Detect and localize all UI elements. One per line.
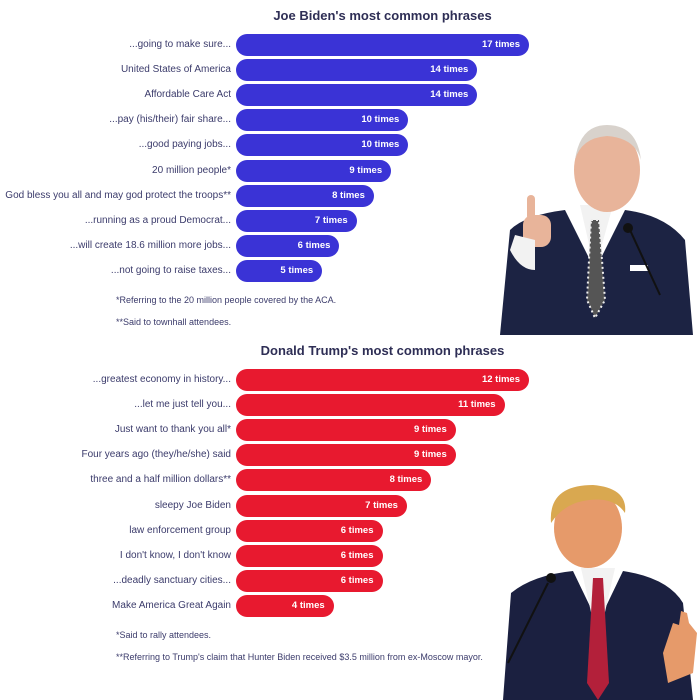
category-label: ...good paying jobs... — [138, 139, 231, 151]
footnote: *Said to rally attendees. — [116, 630, 212, 640]
bar-row: ...pay (his/their) fair share... 10 times — [0, 109, 540, 132]
bar: 7 times — [236, 494, 407, 517]
bar-row: I don't know, I don't know 6 times — [0, 544, 540, 567]
bar-row: ...will create 18.6 million more jobs...… — [0, 234, 540, 257]
category-label: three and a half million dollars** — [90, 474, 231, 486]
value-label: 10 times — [361, 139, 400, 151]
value-label: 9 times — [414, 449, 447, 461]
category-label: Affordable Care Act — [144, 89, 231, 101]
value-label: 14 times — [430, 89, 469, 101]
bar: 7 times — [236, 209, 357, 232]
bar-row: Just want to thank you all* 9 times — [0, 419, 540, 442]
value-label: 7 times — [314, 214, 348, 226]
bar-row: three and a half million dollars** 8 time… — [0, 469, 540, 492]
category-label: Four years ago (they/he/she) said — [81, 449, 231, 461]
category-label: ...greatest economy in history... — [92, 374, 231, 385]
value-label: 9 times — [349, 164, 383, 176]
category-label: ...going to make sure... — [129, 39, 231, 50]
chart-title: Donald Trump's most common phrases — [260, 343, 505, 358]
bar: 8 times — [236, 184, 374, 207]
value-label: 10 times — [361, 114, 400, 126]
bar: 9 times — [236, 419, 456, 442]
chart-title: Joe Biden's most common phrases — [273, 8, 492, 23]
bar-row: ...deadly sanctuary cities... 6 times — [0, 569, 540, 592]
category-label: Just want to thank you all* — [114, 424, 231, 436]
value-label: 5 times — [280, 264, 314, 276]
value-label: 12 times — [481, 374, 520, 385]
bar: 4 times — [236, 594, 334, 617]
bar-row: ...not going to raise taxes... 5 times — [0, 259, 540, 282]
bar: 14 times — [236, 84, 478, 107]
bar-row: ...running as a proud Democrat... 7 times — [0, 209, 540, 232]
bar-row: God bless you all and may god protect th… — [0, 184, 540, 207]
biden-photo — [500, 125, 693, 335]
value-label: 11 times — [458, 399, 496, 411]
bar-row: Four years ago (they/he/she) said 9 times — [0, 444, 540, 467]
category-label: ...running as a proud Democrat... — [84, 214, 231, 226]
bar: 12 times — [236, 369, 529, 391]
bar-row: ...good paying jobs... 10 times — [0, 134, 540, 157]
bar-row: law enforcement group 6 times — [0, 519, 540, 542]
bar: 6 times — [236, 519, 383, 542]
value-label: 8 times — [389, 474, 423, 486]
bar-row: United States of America 14 times — [0, 59, 540, 82]
category-label: United States of America — [120, 64, 231, 76]
footnote: **Referring to Trump's claim that Hunter… — [116, 652, 483, 662]
trump-photo — [503, 485, 697, 700]
category-label: sleepy Joe Biden — [154, 499, 231, 511]
bar-row: ...let me just tell you... 11 times — [0, 394, 540, 417]
value-label: 4 times — [291, 599, 325, 611]
footnote: **Said to townhall attendees. — [116, 317, 232, 327]
bar-row: sleepy Joe Biden 7 times — [0, 494, 540, 517]
value-label: 7 times — [365, 499, 398, 511]
category-label: God bless you all and may god protect th… — [5, 189, 231, 201]
bar: 6 times — [236, 234, 340, 257]
value-label: 9 times — [414, 424, 447, 436]
bar-row: 20 million people* 9 times — [0, 159, 540, 182]
bar: 10 times — [236, 134, 409, 157]
bar-row: ...going to make sure... 17 times — [0, 34, 540, 56]
bar: 14 times — [236, 59, 478, 82]
value-label: 14 times — [430, 64, 469, 76]
bar: 8 times — [236, 469, 432, 492]
bar: 6 times — [236, 569, 383, 592]
bar: 6 times — [236, 544, 383, 567]
bar: 9 times — [236, 159, 392, 182]
bar: 5 times — [236, 259, 323, 282]
category-label: 20 million people* — [152, 164, 231, 176]
category-label: ...not going to raise taxes... — [110, 264, 231, 276]
category-label: ...pay (his/their) fair share... — [109, 114, 231, 126]
category-label: ...deadly sanctuary cities... — [113, 574, 231, 586]
category-label: I don't know, I don't know — [119, 549, 231, 561]
bar-row: Affordable Care Act 14 times — [0, 84, 540, 107]
value-label: 8 times — [332, 189, 365, 201]
footnote: *Referring to the 20 million people cove… — [116, 295, 337, 305]
category-label: ...will create 18.6 million more jobs... — [69, 239, 231, 251]
category-label: ...let me just tell you... — [134, 399, 231, 411]
bar: 9 times — [236, 444, 456, 467]
bar-row: Make America Great Again 4 times — [0, 594, 540, 617]
bar: 10 times — [236, 109, 409, 132]
value-label: 17 times — [481, 39, 520, 50]
category-label: law enforcement group — [129, 524, 231, 536]
bar: 17 times — [236, 34, 529, 56]
value-label: 6 times — [297, 239, 331, 251]
value-label: 6 times — [340, 524, 374, 536]
bar-row: ...greatest economy in history... 12 time… — [0, 369, 540, 391]
value-label: 6 times — [340, 574, 374, 586]
value-label: 6 times — [340, 549, 374, 561]
category-label: Make America Great Again — [112, 599, 231, 611]
bar: 11 times — [236, 394, 505, 417]
